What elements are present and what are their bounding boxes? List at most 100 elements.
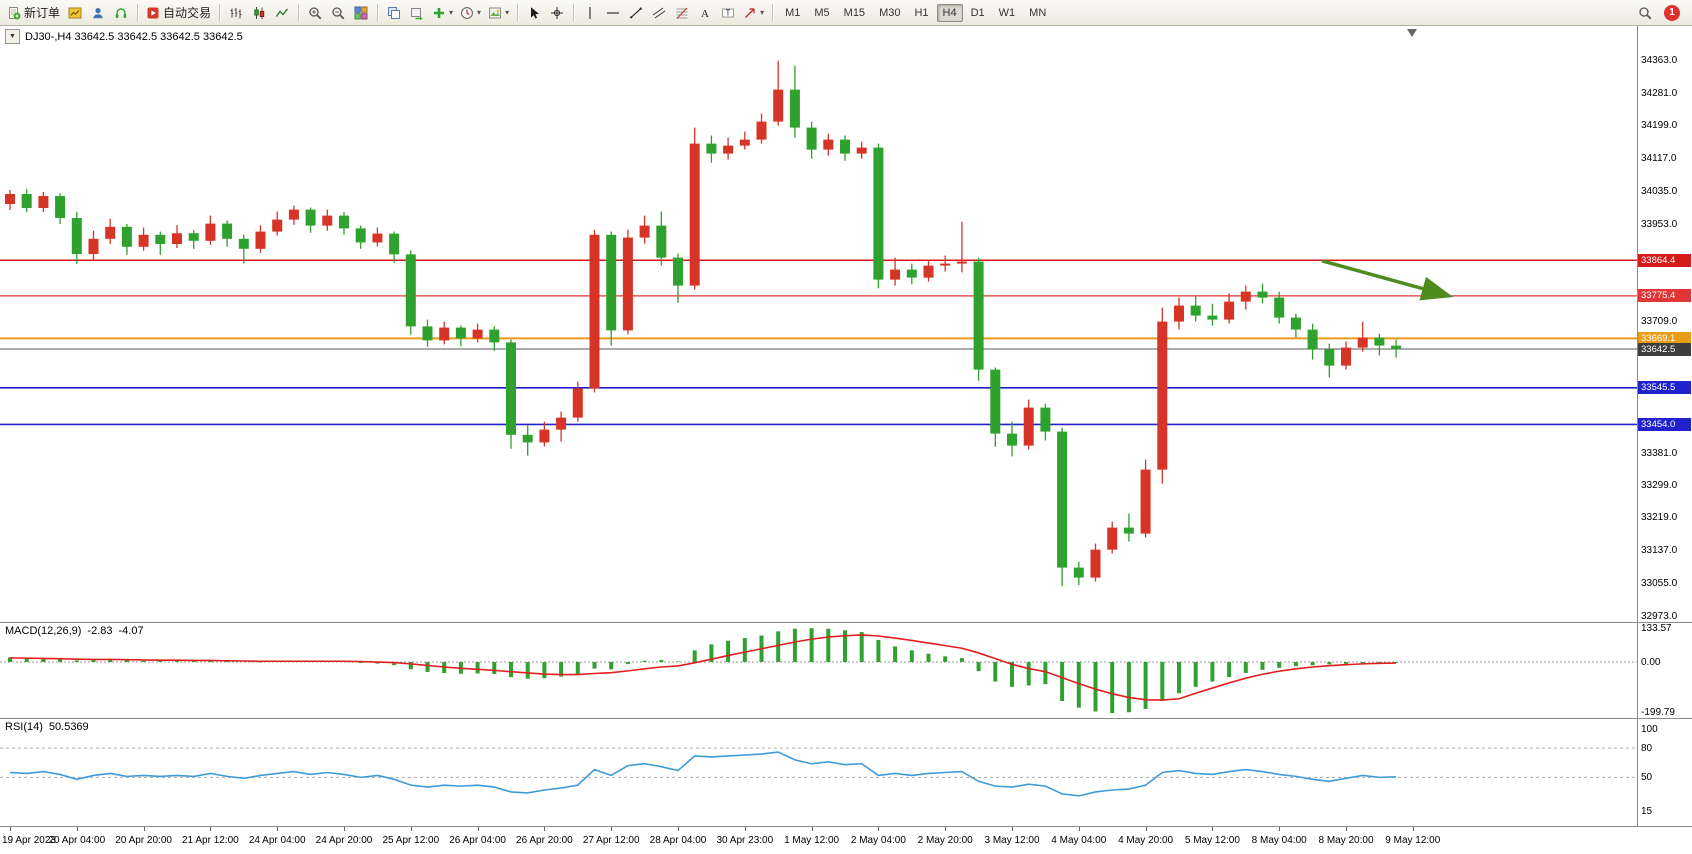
candlestick-chart-button[interactable] [248,3,270,23]
zoom-in-button[interactable] [304,3,326,23]
macd-label: MACD(12,26,9) [5,625,82,637]
arrange-windows-button[interactable] [383,3,405,23]
charts-icon [68,6,82,20]
timeframe-mn-button[interactable]: MN [1023,4,1052,22]
fibonacci-icon [675,6,689,20]
chart-title: DJ30-,H4 33642.5 33642.5 33642.5 33642.5 [25,30,243,43]
toolbar: 新订单 自动交易 ▾ ▾ ▾ A T ▾ [0,0,1692,26]
profile-icon [91,6,105,20]
cursor-icon [527,6,541,20]
toolbar-right-group: 1 [1634,3,1680,23]
support-button[interactable] [110,3,132,23]
svg-text:T: T [726,8,731,17]
templates-icon [488,6,502,20]
dropdown-icon: ▾ [477,7,482,17]
horizontal-line-button[interactable] [602,3,624,23]
main-chart-pane: ▼ DJ30-,H4 33642.5 33642.5 33642.5 33642… [0,26,1692,622]
vertical-line-button[interactable] [579,3,601,23]
line-chart-icon [275,6,289,20]
channel-button[interactable] [648,3,670,23]
arrows-icon [743,6,757,20]
dropdown-icon: ▾ [505,7,510,17]
toolbar-separator [219,3,221,22]
trendline-icon [629,6,643,20]
search-icon [1638,6,1652,20]
autotrade-icon [146,6,160,20]
price-axis[interactable]: 34363.0 34281.0 34199.0 34117.0 34035.0 33953… [1637,26,1692,622]
profile-button[interactable] [87,3,109,23]
macd-value: -2.83 [87,625,113,637]
zoom-out-icon [331,6,345,20]
search-button[interactable] [1634,3,1656,23]
cycle-charts-button[interactable] [406,3,428,23]
cycle-charts-icon [410,6,424,20]
chart-area: ▼ DJ30-,H4 33642.5 33642.5 33642.5 33642… [0,26,1692,854]
zoom-in-icon [308,6,322,20]
candlestick-plot[interactable] [0,26,1637,622]
arrows-button[interactable]: ▾ [740,3,767,23]
crosshair-button[interactable] [546,3,568,23]
timeframe-m5-button[interactable]: M5 [808,4,835,22]
rsi-axis[interactable]: 100 80 50 15 [1637,719,1692,826]
macd-panel[interactable]: MACD(12,26,9) -2.83 -4.07 [0,623,1637,718]
rsi-plot[interactable] [0,719,1637,826]
rsi-pane: RSI(14) 50.5369 100 80 50 15 [0,718,1692,826]
timeframe-h1-button[interactable]: H1 [908,4,934,22]
text-button[interactable]: A [694,3,716,23]
macd-signal-value: -4.07 [118,625,144,637]
timeframe-w1-button[interactable]: W1 [993,4,1022,22]
timeframe-m1-button[interactable]: M1 [779,4,806,22]
candlestick-chart[interactable]: ▼ DJ30-,H4 33642.5 33642.5 33642.5 33642… [0,26,1637,622]
label-button[interactable]: T [717,3,739,23]
headset-icon [114,6,128,20]
horizontal-line-icon [606,6,620,20]
clock-icon [460,6,474,20]
cursor-button[interactable] [523,3,545,23]
svg-text:A: A [701,8,709,20]
macd-plot[interactable] [0,623,1637,718]
dropdown-icon: ▾ [760,7,765,17]
notification-badge[interactable]: 1 [1664,4,1680,21]
auto-trading-label: 自动交易 [163,6,212,20]
toolbar-separator [573,3,575,22]
indicators-button[interactable]: ▾ [429,3,456,23]
auto-trading-button[interactable]: 自动交易 [143,3,214,23]
dropdown-icon: ▾ [449,7,454,17]
new-order-button[interactable]: 新订单 [4,3,63,23]
macd-pane: MACD(12,26,9) -2.83 -4.07 133.57 0.00 -199… [0,622,1692,718]
tile-windows-button[interactable] [350,3,372,23]
periods-button[interactable]: ▾ [457,3,484,23]
bar-chart-button[interactable] [225,3,247,23]
line-chart-button[interactable] [271,3,293,23]
rsi-label: RSI(14) [5,721,43,733]
trendline-button[interactable] [625,3,647,23]
rsi-panel[interactable]: RSI(14) 50.5369 [0,719,1637,826]
tile-windows-icon [354,6,368,20]
vertical-line-icon [583,6,597,20]
indicators-icon [432,6,446,20]
new-order-icon [7,6,21,20]
crosshair-icon [550,6,564,20]
zoom-out-button[interactable] [327,3,349,23]
charts-button[interactable] [64,3,86,23]
timeframe-d1-button[interactable]: D1 [965,4,991,22]
timeframe-m30-button[interactable]: M30 [873,4,906,22]
rsi-value: 50.5369 [48,721,89,733]
toolbar-separator [377,3,379,22]
new-order-label: 新订单 [24,6,61,20]
time-axis[interactable]: 19 Apr 2023 20 Apr 04:00 20 Apr 20:00 21 Ap… [0,826,1692,854]
templates-button[interactable]: ▾ [485,3,512,23]
toolbar-separator [517,3,519,22]
toolbar-separator [298,3,300,22]
timeframe-h4-button[interactable]: H4 [936,4,963,22]
fibonacci-button[interactable] [671,3,693,23]
toolbar-separator [772,3,774,22]
macd-axis[interactable]: 133.57 0.00 -199.79 [1637,623,1692,718]
macd-header: MACD(12,26,9) -2.83 -4.07 [5,625,144,637]
symbol-dropdown-icon[interactable]: ▼ [5,29,20,44]
arrange-windows-icon [387,6,401,20]
candles-icon [252,6,266,20]
timeframe-m15-button[interactable]: M15 [838,4,871,22]
chart-header: ▼ DJ30-,H4 33642.5 33642.5 33642.5 33642… [5,29,243,44]
